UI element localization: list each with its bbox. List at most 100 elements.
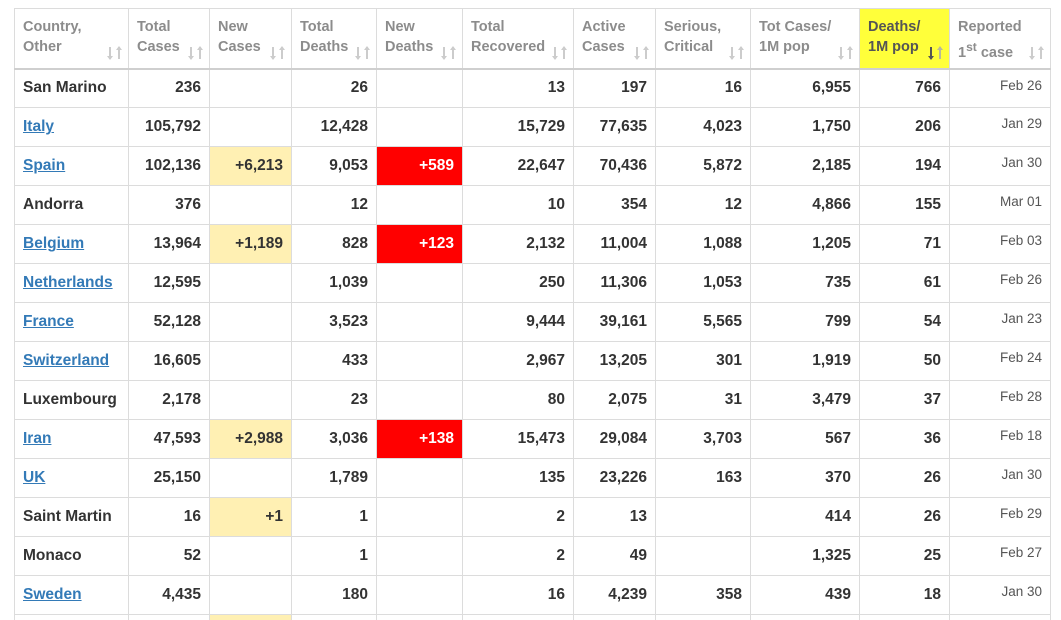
cell-new-deaths <box>376 575 463 615</box>
cell-total-deaths: 12,428 <box>291 107 377 147</box>
cell-total-cases: 52 <box>128 536 210 576</box>
cell-total-cases: 12,595 <box>128 263 210 303</box>
cell-deaths-per-1m: 54 <box>859 302 950 342</box>
country-link[interactable]: Belgium <box>23 235 85 252</box>
cell-deaths-per-1m: 766 <box>859 68 950 108</box>
sort-arrows-icon[interactable] <box>441 45 457 60</box>
col-header-deaths-per-1m[interactable]: Deaths/ 1M pop <box>859 8 950 70</box>
cell-country: Iran <box>14 419 129 459</box>
sort-arrows-icon[interactable] <box>838 45 854 60</box>
cell-country: Belgium <box>14 224 129 264</box>
cell-total-deaths: 3,036 <box>291 419 377 459</box>
sort-arrows-icon[interactable] <box>1029 45 1045 60</box>
cell-total-deaths: 26 <box>291 68 377 108</box>
cell-first-case: Jan 30 <box>949 575 1051 615</box>
first-case-number: 1 <box>958 44 967 61</box>
col-header-country[interactable]: Country, Other <box>14 8 129 70</box>
country-link[interactable]: France <box>23 313 74 330</box>
cell-first-case: Jan 23 <box>949 302 1051 342</box>
cell-total-recovered: 2,132 <box>462 224 574 264</box>
cell-total-deaths: 9,053 <box>291 146 377 186</box>
cell-tot-cases-per-1m: 1,750 <box>750 107 860 147</box>
cell-total-deaths: 3,523 <box>291 302 377 342</box>
cell-new-deaths: +589 <box>376 146 463 186</box>
country-link[interactable]: Switzerland <box>23 352 110 369</box>
cell-first-case: Feb 18 <box>949 419 1051 459</box>
cell-deaths-per-1m: 26 <box>859 458 950 498</box>
cell-total-deaths: 1 <box>291 497 377 537</box>
cell-active-cases: 39,161 <box>573 302 656 342</box>
country-link[interactable]: Spain <box>23 157 66 174</box>
sort-descending-icon[interactable] <box>928 45 944 60</box>
cell-total-recovered: 15,729 <box>462 107 574 147</box>
cell-total-cases: 13,964 <box>128 224 210 264</box>
sort-arrows-icon[interactable] <box>188 45 204 60</box>
cell-deaths-per-1m: 61 <box>859 263 950 303</box>
cell-first-case: Feb 29 <box>949 497 1051 537</box>
cell-new-cases: +1 <box>209 497 292 537</box>
sort-arrows-icon[interactable] <box>552 45 568 60</box>
table-row: Andorra 376 12 10 354 12 4,866 155 Mar 01 <box>14 185 1051 225</box>
cell-first-case: Feb 28 <box>949 380 1051 420</box>
country-link[interactable]: Sweden <box>23 586 82 603</box>
col-header-tot-cases-per-1m[interactable]: Tot Cases/ 1M pop <box>750 8 860 70</box>
cell-tot-cases-per-1m <box>750 614 860 620</box>
cell-tot-cases-per-1m: 567 <box>750 419 860 459</box>
cell-new-cases: +1,189 <box>209 224 292 264</box>
cell-first-case: Feb 26 <box>949 263 1051 303</box>
col-header-new-cases[interactable]: New Cases <box>209 8 292 70</box>
country-link[interactable]: Italy <box>23 118 55 135</box>
sort-arrows-icon[interactable] <box>355 45 371 60</box>
country-link[interactable]: Netherlands <box>23 274 113 291</box>
col-header-total-recovered[interactable]: Total Recovered <box>462 8 574 70</box>
sort-arrows-icon[interactable] <box>107 45 123 60</box>
col-header-total-cases[interactable]: Total Cases <box>128 8 210 70</box>
cell-total-recovered: 15,473 <box>462 419 574 459</box>
cell-country: San Marino <box>14 68 129 108</box>
cell-new-deaths <box>376 536 463 576</box>
cell-serious-critical: 4,023 <box>655 107 751 147</box>
sort-arrows-icon[interactable] <box>270 45 286 60</box>
cell-new-cases <box>209 185 292 225</box>
cell-total-cases: 52,128 <box>128 302 210 342</box>
cell-country <box>14 614 129 620</box>
cell-total-deaths: 1 <box>291 536 377 576</box>
table-row-partial <box>14 614 1051 620</box>
cell-deaths-per-1m: 155 <box>859 185 950 225</box>
cell-total-recovered <box>462 614 574 620</box>
cell-new-cases: +2,988 <box>209 419 292 459</box>
table-header: Country, Other Total Cases New Cases Tot… <box>14 8 1051 70</box>
cell-serious-critical: 16 <box>655 68 751 108</box>
cell-total-recovered: 2 <box>462 497 574 537</box>
col-header-active-cases[interactable]: Active Cases <box>573 8 656 70</box>
cell-country: Netherlands <box>14 263 129 303</box>
cell-active-cases: 11,306 <box>573 263 656 303</box>
cell-active-cases: 11,004 <box>573 224 656 264</box>
cell-total-cases: 105,792 <box>128 107 210 147</box>
cell-country: Andorra <box>14 185 129 225</box>
cell-total-recovered: 10 <box>462 185 574 225</box>
cell-active-cases: 354 <box>573 185 656 225</box>
col-header-serious-critical[interactable]: Serious, Critical <box>655 8 751 70</box>
col-header-total-deaths[interactable]: Total Deaths <box>291 8 377 70</box>
country-link[interactable]: Iran <box>23 430 52 447</box>
cell-serious-critical: 12 <box>655 185 751 225</box>
cell-tot-cases-per-1m: 1,325 <box>750 536 860 576</box>
col-header-first-case[interactable]: Reported 1st case <box>949 8 1051 70</box>
cell-new-cases <box>209 68 292 108</box>
cell-total-cases: 102,136 <box>128 146 210 186</box>
cell-tot-cases-per-1m: 1,205 <box>750 224 860 264</box>
country-name: Monaco <box>23 547 82 564</box>
cell-country: UK <box>14 458 129 498</box>
cell-first-case <box>949 614 1051 620</box>
cell-tot-cases-per-1m: 799 <box>750 302 860 342</box>
header-row: Country, Other Total Cases New Cases Tot… <box>14 8 1051 70</box>
cell-active-cases: 197 <box>573 68 656 108</box>
cell-serious-critical: 1,088 <box>655 224 751 264</box>
sort-arrows-icon[interactable] <box>634 45 650 60</box>
col-header-new-deaths[interactable]: New Deaths <box>376 8 463 70</box>
cell-total-recovered: 9,444 <box>462 302 574 342</box>
sort-arrows-icon[interactable] <box>729 45 745 60</box>
cell-tot-cases-per-1m: 735 <box>750 263 860 303</box>
country-link[interactable]: UK <box>23 469 46 486</box>
